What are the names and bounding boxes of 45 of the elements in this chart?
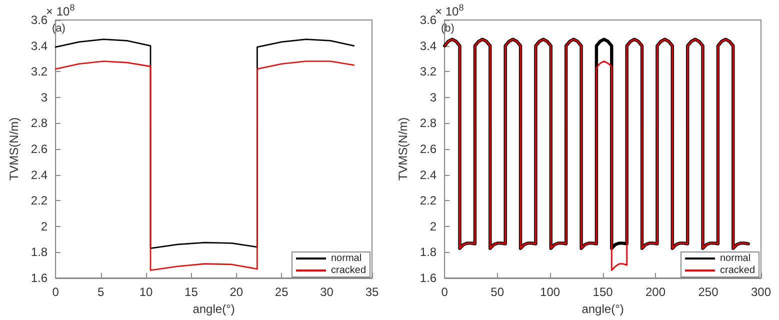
y-tick-label: 3.2 bbox=[30, 64, 48, 79]
x-tick-label: 100 bbox=[540, 285, 560, 299]
y-axis-title: TVMS(N/m) bbox=[7, 117, 21, 181]
y-tick-label: 1.8 bbox=[420, 245, 437, 260]
y-tick-label: 2.6 bbox=[30, 142, 48, 156]
y-axis-title: TVMS(N/m) bbox=[396, 117, 410, 181]
x-tick-label: 0 bbox=[52, 285, 60, 299]
legend-label: normal bbox=[330, 253, 362, 264]
y-tick-label: 1.8 bbox=[30, 245, 48, 260]
y-tick-label: 3.2 bbox=[420, 64, 437, 79]
x-tick-label: 20 bbox=[230, 285, 244, 299]
y-tick-label: 2.4 bbox=[420, 168, 437, 182]
x-axis-title: angle(°) bbox=[192, 302, 235, 316]
x-tick-label: 25 bbox=[274, 285, 289, 299]
y-tick-label: 3 bbox=[40, 90, 48, 104]
legend-label: cracked bbox=[330, 265, 366, 276]
y-tick-label: 1.6 bbox=[30, 271, 48, 285]
y-tick-label: 2 bbox=[430, 219, 437, 234]
y-tick-label: 2.6 bbox=[420, 142, 437, 156]
y-tick-label: 2.8 bbox=[30, 116, 48, 130]
y-tick-label: 3.6 bbox=[30, 13, 48, 27]
y-tick-label: 3 bbox=[430, 90, 437, 104]
y-tick-label: 3.6 bbox=[420, 13, 437, 27]
x-tick-label: 200 bbox=[646, 285, 666, 299]
y-tick-label: 2.2 bbox=[30, 194, 48, 208]
x-tick-label: 35 bbox=[365, 285, 379, 299]
legend-label: cracked bbox=[720, 265, 755, 276]
x-tick-label: 15 bbox=[184, 285, 198, 299]
y-tick-label: 3.4 bbox=[30, 38, 48, 53]
y-tick-label: 2 bbox=[40, 219, 48, 234]
y-tick-label: 3.4 bbox=[420, 38, 437, 53]
x-tick-label: 150 bbox=[592, 285, 614, 299]
x-tick-label: 250 bbox=[698, 285, 719, 299]
x-tick-label: 5 bbox=[97, 285, 104, 299]
y-tick-label: 2.2 bbox=[420, 194, 437, 208]
legend-label: normal bbox=[720, 253, 751, 264]
x-tick-label: 30 bbox=[320, 285, 334, 299]
y-tick-label: 2.4 bbox=[30, 168, 48, 182]
x-tick-label: 0 bbox=[441, 285, 448, 299]
x-tick-label: 50 bbox=[490, 285, 504, 299]
y-tick-label: 2.8 bbox=[420, 116, 437, 130]
x-axis-title: angle(°) bbox=[582, 302, 624, 316]
x-tick-label: 10 bbox=[139, 285, 153, 299]
y-tick-label: 1.6 bbox=[420, 271, 437, 285]
x-tick-label: 300 bbox=[750, 285, 772, 299]
